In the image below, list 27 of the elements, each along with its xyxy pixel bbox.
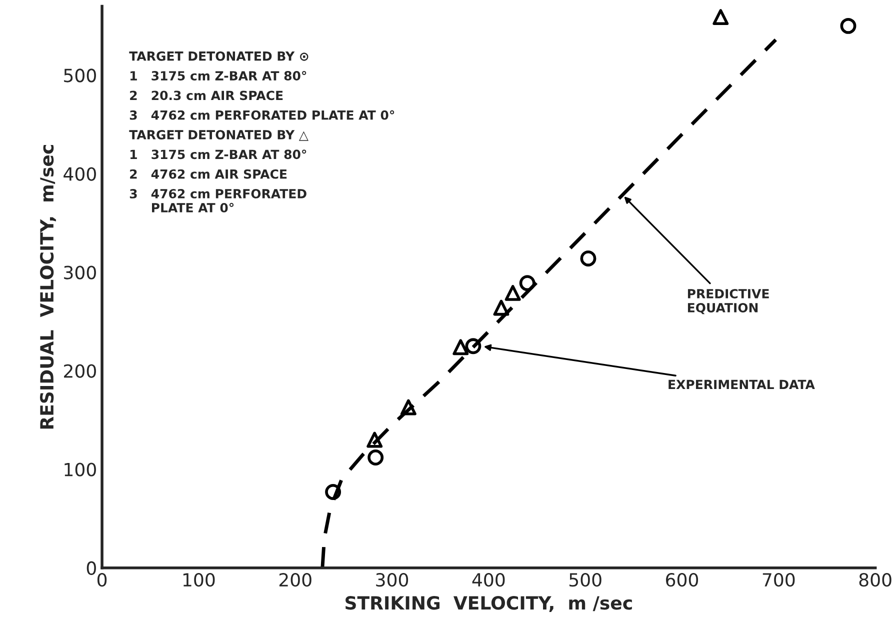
x-tick-label: 800 bbox=[859, 573, 892, 587]
annotation: 3 4762 cm PERFORATED PLATE AT 0° bbox=[130, 188, 306, 212]
x-tick-label: 100 bbox=[183, 573, 215, 587]
annotation: EXPERIMENTAL DATA bbox=[668, 380, 815, 390]
annotation: TARGET DETONATED BY △ bbox=[129, 130, 308, 141]
x-tick-label: 400 bbox=[472, 573, 505, 587]
y-tick-label: 300 bbox=[64, 266, 96, 280]
annotation: 1 3175 cm Z-BAR AT 80° bbox=[130, 70, 306, 80]
y-tick-label: 100 bbox=[64, 462, 96, 476]
annotation: PREDICTIVE EQUATION bbox=[688, 288, 769, 314]
x-tick-label: 200 bbox=[279, 573, 312, 587]
x-tick-label: 500 bbox=[569, 573, 602, 587]
annotation: TARGET DETONATED BY ⊙ bbox=[129, 51, 308, 61]
x-axis-title: STRIKING VELOCITY, m /sec bbox=[346, 596, 632, 612]
x-tick-label: 300 bbox=[376, 573, 408, 587]
annotation: 3 4762 cm PERFORATED PLATE AT 0° bbox=[130, 110, 394, 120]
y-tick-label: 400 bbox=[64, 167, 96, 181]
x-tick-label: 700 bbox=[762, 573, 795, 587]
annotation: 2 20.3 cm AIR SPACE bbox=[130, 90, 283, 100]
annotation: 2 4762 cm AIR SPACE bbox=[130, 169, 287, 179]
y-tick-label: 0 bbox=[86, 561, 96, 575]
y-tick-label: 200 bbox=[64, 364, 96, 378]
y-axis-title: RESIDUAL VELOCITY, m/sec bbox=[40, 144, 56, 429]
annotation: 1 3175 cm Z-BAR AT 80° bbox=[130, 150, 306, 160]
x-tick-label: 600 bbox=[666, 573, 698, 587]
y-tick-label: 500 bbox=[64, 68, 96, 82]
x-tick-label: 0 bbox=[97, 573, 107, 587]
